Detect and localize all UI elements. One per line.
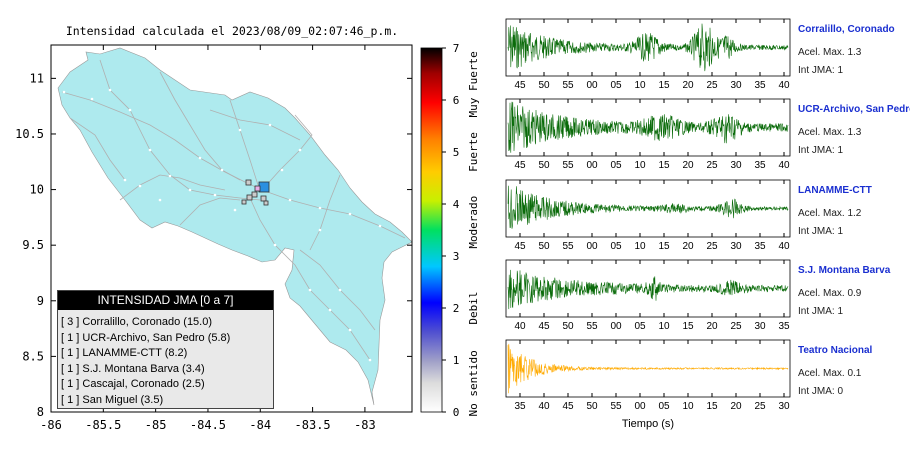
colorbar-tick-label: 2 bbox=[453, 302, 460, 315]
int-jma: Int JMA: 1 bbox=[798, 306, 844, 317]
costa-rica-land bbox=[57, 47, 412, 406]
station-markers bbox=[241, 179, 270, 206]
lat-tick-label: 10 bbox=[30, 183, 44, 197]
colorbar-band-label: No sentido bbox=[467, 350, 480, 416]
colorbar: 0 1 2 3 4 5 6 7 No sentido Debil Moderado Fuerte Mu… bbox=[420, 42, 480, 419]
lon-tick-label: -83 bbox=[354, 418, 376, 432]
lat-tick-label: 9.5 bbox=[22, 238, 44, 252]
lon-tick-label: -85 bbox=[145, 418, 167, 432]
legend-item: [ 1 ] S.J. Montana Barva (3.4) bbox=[61, 362, 205, 375]
legend-item: [ 1 ] San Miguel (3.5) bbox=[61, 393, 164, 406]
legend-item: [ 1 ] UCR-Archivo, San Pedro (5.8) bbox=[61, 331, 231, 344]
legend-item: [ 3 ] Corralillo, Coronado (15.0) bbox=[61, 316, 213, 328]
station-lanamme bbox=[246, 194, 253, 201]
colorbar-tick-label: 0 bbox=[453, 406, 460, 419]
acel-max: Acel. Max. 1.3 bbox=[798, 127, 862, 138]
legend-header: INTENSIDAD JMA [0 a 7] bbox=[58, 291, 273, 310]
station-corralillo bbox=[258, 181, 270, 193]
colorbar-tick-label: 6 bbox=[453, 94, 460, 107]
station-sanmiguel bbox=[254, 185, 261, 192]
lon-tick-label: -84 bbox=[249, 418, 271, 432]
int-jma: Int JMA: 1 bbox=[798, 65, 844, 76]
colorbar-tick-label: 1 bbox=[453, 354, 460, 367]
colorbar-band-label: Moderado bbox=[467, 196, 480, 249]
colorbar-band-label: Debil bbox=[467, 291, 480, 324]
station-name: S.J. Montana Barva bbox=[798, 265, 891, 276]
station-cascajal bbox=[260, 195, 267, 202]
lat-tick-label: 8.5 bbox=[22, 349, 44, 363]
int-jma: Int JMA: 1 bbox=[798, 145, 844, 156]
acel-max: Acel. Max. 1.3 bbox=[798, 47, 862, 58]
colorbar-tick-label: 3 bbox=[453, 250, 460, 263]
colorbar-tick-label: 7 bbox=[453, 42, 460, 55]
station-ucr bbox=[251, 191, 258, 198]
lat-tick-label: 8 bbox=[37, 405, 44, 419]
int-jma: Int JMA: 1 bbox=[798, 226, 844, 237]
station-name: LANAMME-CTT bbox=[798, 185, 872, 196]
station-name: Corralillo, Coronado bbox=[798, 24, 895, 35]
intensity-legend: INTENSIDAD JMA [0 a 7] [ 3 ] Corralillo,… bbox=[57, 290, 274, 409]
lon-tick-label: -83.5 bbox=[295, 418, 331, 432]
station-montana bbox=[245, 179, 252, 186]
lon-tick-label: -85.5 bbox=[85, 418, 121, 432]
colorbar-band-label: Muy Fuerte bbox=[467, 51, 480, 117]
acel-max: Acel. Max. 0.9 bbox=[798, 288, 862, 299]
int-jma: Int JMA: 0 bbox=[798, 386, 844, 397]
legend-list: [ 3 ] Corralillo, Coronado (15.0) [ 1 ] U… bbox=[61, 315, 230, 409]
town-markers bbox=[62, 78, 382, 362]
lon-tick-label: -86 bbox=[40, 418, 62, 432]
chart-title: Intensidad calculada el 2023/08/09_02:07… bbox=[66, 24, 398, 38]
acel-max: Acel. Max. 1.2 bbox=[798, 208, 862, 219]
station-name: UCR-Archivo, San Pedro bbox=[798, 104, 910, 115]
legend-item: [ 1 ] LANAMME-CTT (8.2) bbox=[61, 347, 188, 360]
colorbar-band-label: Fuerte bbox=[467, 132, 480, 172]
acel-max: Acel. Max. 0.1 bbox=[798, 368, 862, 379]
lat-tick-label: 9 bbox=[37, 294, 44, 308]
legend-item: [ 1 ] Cascajal, Coronado (2.5) bbox=[61, 378, 205, 391]
lat-tick-label: 10.5 bbox=[15, 127, 44, 141]
colorbar-tick-label: 5 bbox=[453, 146, 460, 159]
colorbar-tick-label: 4 bbox=[453, 198, 460, 211]
station-name: Teatro Nacional bbox=[798, 345, 873, 356]
lat-tick-label: 11 bbox=[30, 71, 44, 85]
lon-tick-label: -84.5 bbox=[190, 418, 226, 432]
